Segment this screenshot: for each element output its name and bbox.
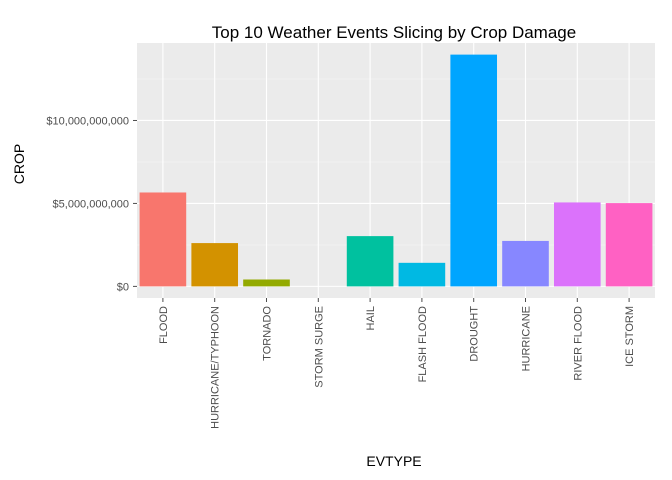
x-tick-label: HURRICANE bbox=[521, 306, 533, 371]
x-tick-label: STORM SURGE bbox=[313, 306, 325, 388]
x-tick-label: ICE STORM bbox=[624, 306, 636, 367]
bar-tornado bbox=[243, 279, 290, 287]
x-tick-label: HAIL bbox=[365, 306, 377, 330]
x-tick-label: RIVER FLOOD bbox=[572, 306, 584, 381]
bar-flash-flood bbox=[398, 262, 446, 287]
y-tick-label: $0 bbox=[117, 281, 129, 293]
bar-hurricane-typhoon bbox=[191, 243, 239, 287]
x-tick-label: FLOOD bbox=[158, 306, 170, 344]
x-tick-label: FLASH FLOOD bbox=[417, 306, 429, 382]
y-axis-title: CROP bbox=[11, 144, 27, 184]
x-tick-label: HURRICANE/TYPHOON bbox=[210, 306, 222, 429]
bar-ice-storm bbox=[605, 203, 653, 287]
x-tick-label: DROUGHT bbox=[469, 306, 481, 362]
x-tick-label: TORNADO bbox=[262, 306, 274, 361]
x-axis-title: EVTYPE bbox=[366, 453, 421, 469]
bars bbox=[139, 54, 653, 287]
bar-hurricane bbox=[502, 240, 549, 287]
x-axis-ticks: FLOOD HURRICANE/TYPHOON TORNADO STORM SURGE… bbox=[158, 298, 636, 429]
bar-river-flood bbox=[553, 202, 601, 287]
bar-flood bbox=[139, 192, 187, 287]
y-axis-ticks: $0 $5,000,000,000 $10,000,000,000 bbox=[46, 115, 137, 293]
bar-hail bbox=[346, 236, 394, 287]
y-tick-label: $10,000,000,000 bbox=[46, 115, 129, 127]
chart-title: Top 10 Weather Events Slicing by Crop Da… bbox=[212, 23, 576, 42]
y-tick-label: $5,000,000,000 bbox=[53, 198, 129, 210]
bar-drought bbox=[450, 54, 498, 287]
